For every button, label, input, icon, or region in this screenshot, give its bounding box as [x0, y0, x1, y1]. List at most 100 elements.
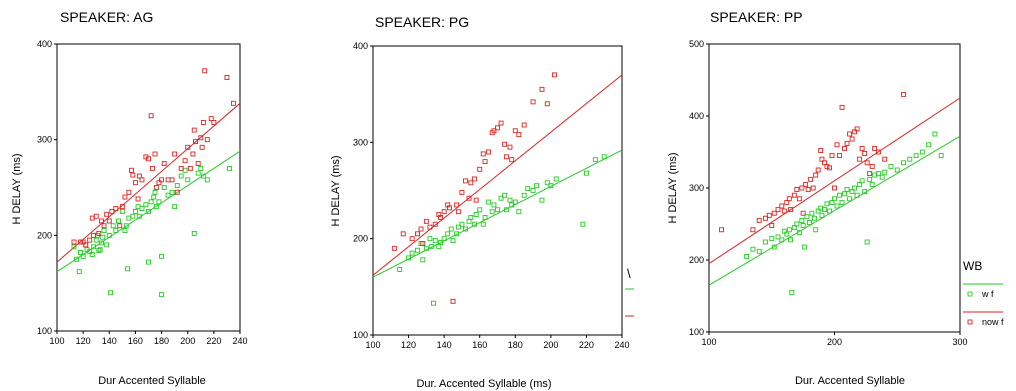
data-point-nowf: [810, 185, 816, 191]
x-tick-label: 220: [206, 336, 221, 346]
y-tick-label: 300: [689, 183, 704, 193]
data-point-wf: [119, 208, 125, 214]
data-point-nowf: [512, 128, 518, 134]
data-point-nowf: [202, 68, 208, 74]
data-point-wf: [101, 228, 107, 234]
data-point-nowf: [83, 242, 89, 248]
data-point-wf: [819, 212, 825, 218]
data-point-wf: [115, 218, 121, 224]
data-point-wf: [431, 300, 436, 306]
x-tick-label: 120: [401, 340, 416, 350]
data-point-nowf: [156, 180, 162, 186]
data-point-wf: [482, 215, 488, 220]
data-point-nowf: [129, 167, 134, 173]
data-point-wf: [744, 253, 750, 259]
y-tick-label: 300: [353, 137, 368, 147]
data-point-nowf: [185, 144, 191, 150]
data-point-wf: [432, 238, 438, 244]
data-point-wf: [811, 215, 817, 221]
data-point-nowf: [136, 173, 142, 179]
x-tick-label: 100: [365, 340, 380, 350]
data-point-nowf: [791, 192, 797, 198]
data-point-wf: [801, 244, 807, 250]
data-point-nowf: [190, 151, 196, 157]
data-point-wf: [822, 207, 827, 213]
data-point-wf: [864, 239, 870, 245]
data-point-nowf: [872, 145, 878, 151]
data-point-nowf: [509, 157, 515, 163]
data-point-wf: [794, 221, 800, 227]
y-tick-label: 400: [353, 41, 368, 51]
data-point-wf: [74, 256, 80, 262]
x-ticks: 100 120 140 160 180 200 220 240: [365, 335, 630, 350]
y-tick-label: 200: [689, 255, 704, 265]
data-point-nowf: [867, 171, 873, 177]
data-point-nowf: [818, 148, 824, 154]
data-point-nowf: [539, 86, 545, 92]
data-point-wf: [525, 186, 531, 192]
data-point-wf: [829, 199, 835, 205]
data-point-nowf: [149, 165, 155, 171]
data-point-wf: [463, 226, 468, 232]
data-point-nowf: [211, 119, 217, 125]
data-point-nowf: [106, 218, 112, 224]
data-point-nowf: [172, 151, 178, 157]
data-point-nowf: [169, 177, 175, 183]
data-point-wf: [879, 174, 885, 180]
data-point-wf: [100, 234, 106, 240]
y-axis-label: H DELAY (ms): [11, 153, 23, 224]
data-point-wf: [857, 181, 863, 187]
data-point-wf: [146, 208, 151, 214]
data-point-nowf: [805, 186, 811, 192]
data-point-nowf: [423, 218, 429, 224]
data-point-nowf: [468, 180, 474, 186]
legend-marker-wf: [967, 291, 973, 297]
data-point-nowf: [799, 185, 805, 191]
data-point-nowf: [71, 239, 77, 245]
y-axis-label: H DELAY (ms): [667, 152, 679, 223]
data-point-nowf: [864, 160, 870, 166]
data-point-nowf: [126, 189, 132, 195]
trend-lines: [708, 97, 961, 286]
data-point-nowf: [117, 223, 123, 229]
data-point-nowf: [849, 136, 855, 142]
data-point-nowf: [130, 172, 136, 178]
data-point-wf: [875, 171, 881, 177]
data-point-wf: [151, 194, 157, 200]
data-point-nowf: [455, 209, 461, 215]
x-tick-label: 300: [952, 337, 967, 347]
data-point-wf: [122, 228, 128, 234]
data-point-nowf: [152, 151, 158, 157]
x-tick-label: 220: [579, 340, 594, 350]
data-point-nowf: [781, 208, 787, 214]
data-point-wf: [143, 202, 149, 208]
data-point-nowf: [438, 215, 444, 220]
data-point-nowf: [400, 231, 406, 237]
trend-line-wf: [708, 135, 961, 286]
data-point-nowf: [208, 116, 214, 122]
data-point-wf: [468, 215, 474, 220]
data-point-wf: [89, 252, 95, 257]
data-point-wf: [146, 259, 151, 265]
data-point-nowf: [551, 72, 557, 78]
data-point-nowf: [87, 237, 93, 243]
data-point-wf: [489, 209, 495, 215]
data-point-wf: [781, 228, 787, 234]
data-point-wf: [397, 267, 403, 272]
data-point-nowf: [420, 241, 426, 246]
x-tick-label: 200: [180, 336, 195, 346]
data-point-wf: [409, 250, 415, 256]
data-point-nowf: [450, 298, 456, 304]
chart-title: SPEAKER: PP: [710, 9, 803, 25]
data-point-nowf: [516, 132, 522, 138]
data-point-nowf: [507, 144, 513, 150]
data-point-nowf: [530, 99, 536, 105]
data-point-nowf: [832, 185, 837, 191]
data-point-nowf: [482, 159, 488, 165]
data-point-wf: [852, 185, 858, 191]
data-point-nowf: [719, 227, 724, 233]
data-point-wf: [436, 243, 442, 249]
data-point-nowf: [800, 210, 806, 216]
data-point-wf: [174, 183, 180, 189]
data-point-nowf: [495, 125, 500, 131]
